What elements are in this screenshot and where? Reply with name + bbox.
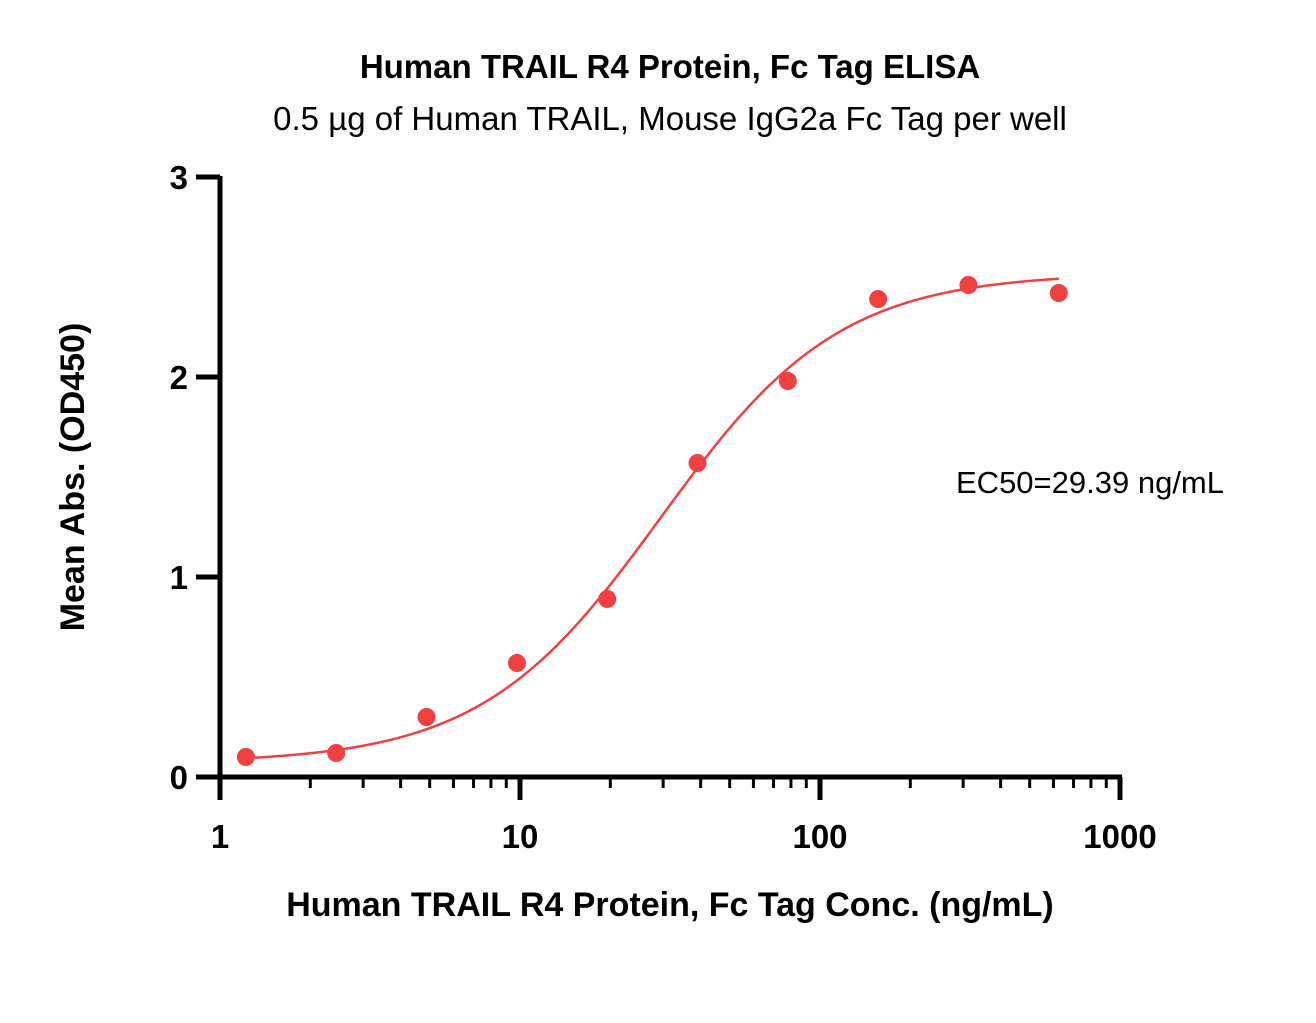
chart-subtitle: 0.5 µg of Human TRAIL, Mouse IgG2a Fc Ta… <box>273 100 1067 137</box>
axes <box>217 176 1122 780</box>
data-point-9 <box>1049 284 1068 302</box>
ticks <box>196 174 1123 800</box>
ec50-annotation: EC50=29.39 ng/mL <box>956 465 1224 500</box>
fit-curve <box>245 277 1059 760</box>
data-point-0 <box>236 748 255 766</box>
data-point-2 <box>417 708 436 726</box>
data-point-6 <box>778 372 797 390</box>
x-tick-label-0: 1 <box>211 818 229 855</box>
y-tick-label-3: 3 <box>170 159 188 196</box>
data-point-8 <box>959 276 978 294</box>
x-tick-label-2: 100 <box>792 818 847 855</box>
data-point-5 <box>688 454 707 472</box>
x-tick-label-3: 1000 <box>1083 818 1156 855</box>
y-tick-label-1: 1 <box>170 559 188 596</box>
y-tick-label-2: 2 <box>170 359 188 396</box>
data-point-7 <box>869 290 888 308</box>
y-tick-label-0: 0 <box>170 759 188 796</box>
data-point-1 <box>327 744 346 762</box>
y-axis-title: Mean Abs. (OD450) <box>54 323 92 632</box>
x-tick-label-1: 10 <box>502 818 539 855</box>
data-point-3 <box>507 654 526 672</box>
data-points <box>236 276 1068 766</box>
data-point-4 <box>598 590 617 608</box>
x-axis-title: Human TRAIL R4 Protein, Fc Tag Conc. (ng… <box>286 886 1054 924</box>
chart-title: Human TRAIL R4 Protein, Fc Tag ELISA <box>359 48 981 85</box>
